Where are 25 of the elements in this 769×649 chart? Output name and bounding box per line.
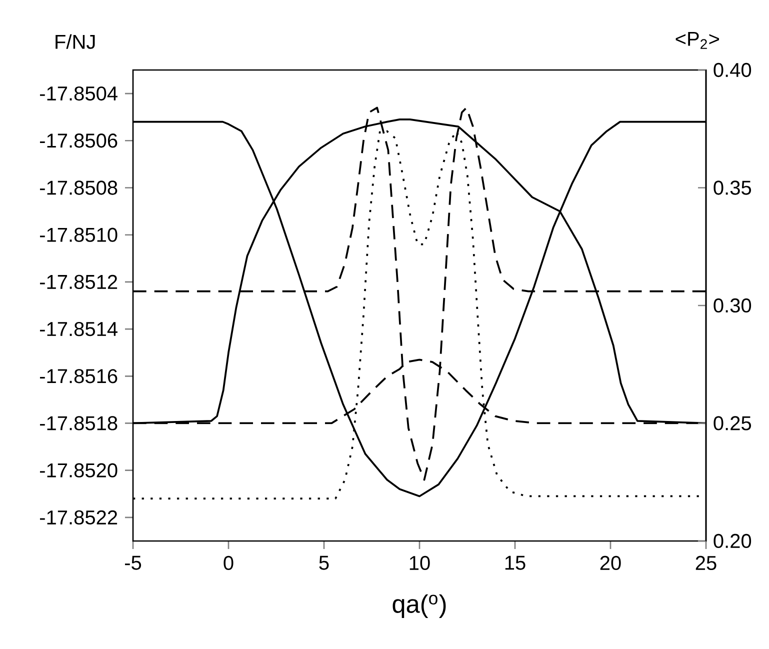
- x-tick-label: 15: [505, 556, 526, 570]
- y-axis-title: F/NJ: [56, 34, 95, 49]
- y-tick-label: -17.8520: [40, 463, 118, 478]
- x-tick-label: 25: [696, 556, 716, 570]
- x-tick-label: 10: [410, 556, 430, 570]
- x-tick-label: 0: [224, 556, 234, 570]
- y-tick-label: -17.8508: [40, 180, 118, 195]
- x-axis-title: qa($^{o}$): [392, 594, 446, 618]
- y2-tick-label: 0.20: [714, 534, 752, 548]
- y2-axis-title: <P$_{2}$>: [676, 32, 720, 49]
- x-tick-label: 5: [319, 556, 329, 570]
- y-tick-label: -17.8504: [40, 86, 118, 101]
- y-tick-label: -17.8522: [40, 510, 118, 525]
- y-tick-label: -17.8506: [40, 134, 118, 148]
- y-tick-label: -17.8510: [40, 228, 118, 242]
- y-tick-label: -17.8514: [40, 322, 118, 336]
- y-tick-label: -17.8518: [40, 416, 118, 430]
- y2-tick-label: 0.35: [714, 180, 752, 195]
- x-tick-label: -5: [124, 556, 142, 570]
- y2-tick-label: 0.30: [714, 298, 752, 313]
- y2-tick-label: 0.25: [714, 416, 752, 430]
- y-tick-label: -17.8512: [40, 274, 118, 290]
- y2-tick-label: 0.40: [714, 62, 752, 78]
- y-tick-label: -17.8516: [40, 369, 118, 384]
- x-tick-label: 20: [600, 556, 621, 570]
